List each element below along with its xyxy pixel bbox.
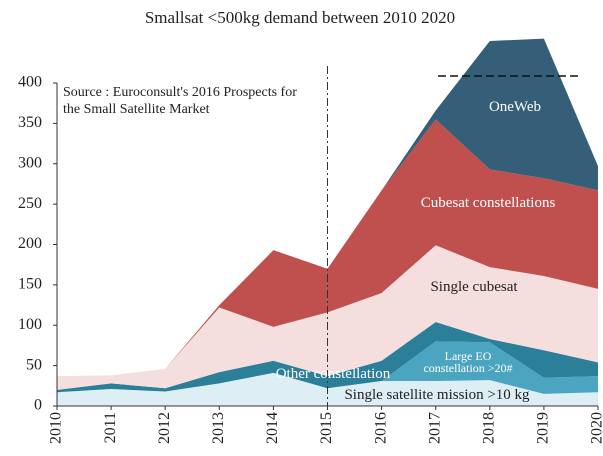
x-tick-label: 2015	[318, 412, 335, 444]
series-label: Single satellite mission >10 kg	[344, 387, 530, 403]
annotation: Source : Euroconsult's 2016 Prospects fo…	[63, 85, 297, 117]
x-tick-label: 2013	[210, 412, 227, 444]
x-tick-label: 2010	[48, 412, 65, 444]
x-tick-label: 2019	[535, 412, 552, 444]
chart-title: Smallsat <500kg demand between 2010 2020	[145, 8, 455, 27]
x-tick-label: 2017	[426, 412, 443, 444]
series-label: Single cubesat	[430, 279, 518, 295]
x-tick-label: 2020	[589, 412, 603, 444]
y-tick-label: 200	[18, 235, 42, 252]
series-label: Large EO constellation >20#	[423, 349, 512, 375]
y-tick-label: 0	[34, 397, 42, 414]
y-tick-label: 350	[18, 114, 42, 131]
y-tick-label: 100	[18, 316, 42, 333]
area	[57, 38, 598, 377]
y-tick-label: 50	[26, 356, 42, 373]
y-tick-label: 250	[18, 195, 42, 212]
x-tick-label: 2012	[156, 412, 173, 444]
area	[57, 322, 598, 393]
x-tick-label: 2016	[372, 412, 389, 444]
series-label: OneWeb	[489, 99, 541, 115]
area	[57, 119, 598, 377]
y-tick-label: 400	[18, 74, 42, 91]
x-tick-label: 2018	[480, 412, 497, 444]
series-label: Other constellation	[276, 366, 391, 382]
y-tick-label: 300	[18, 154, 42, 171]
series-label: Cubesat constellations	[421, 195, 556, 211]
y-tick-label: 150	[18, 276, 42, 293]
area	[57, 341, 598, 394]
x-tick-label: 2014	[264, 412, 281, 444]
x-tick-label: 2011	[102, 412, 119, 443]
